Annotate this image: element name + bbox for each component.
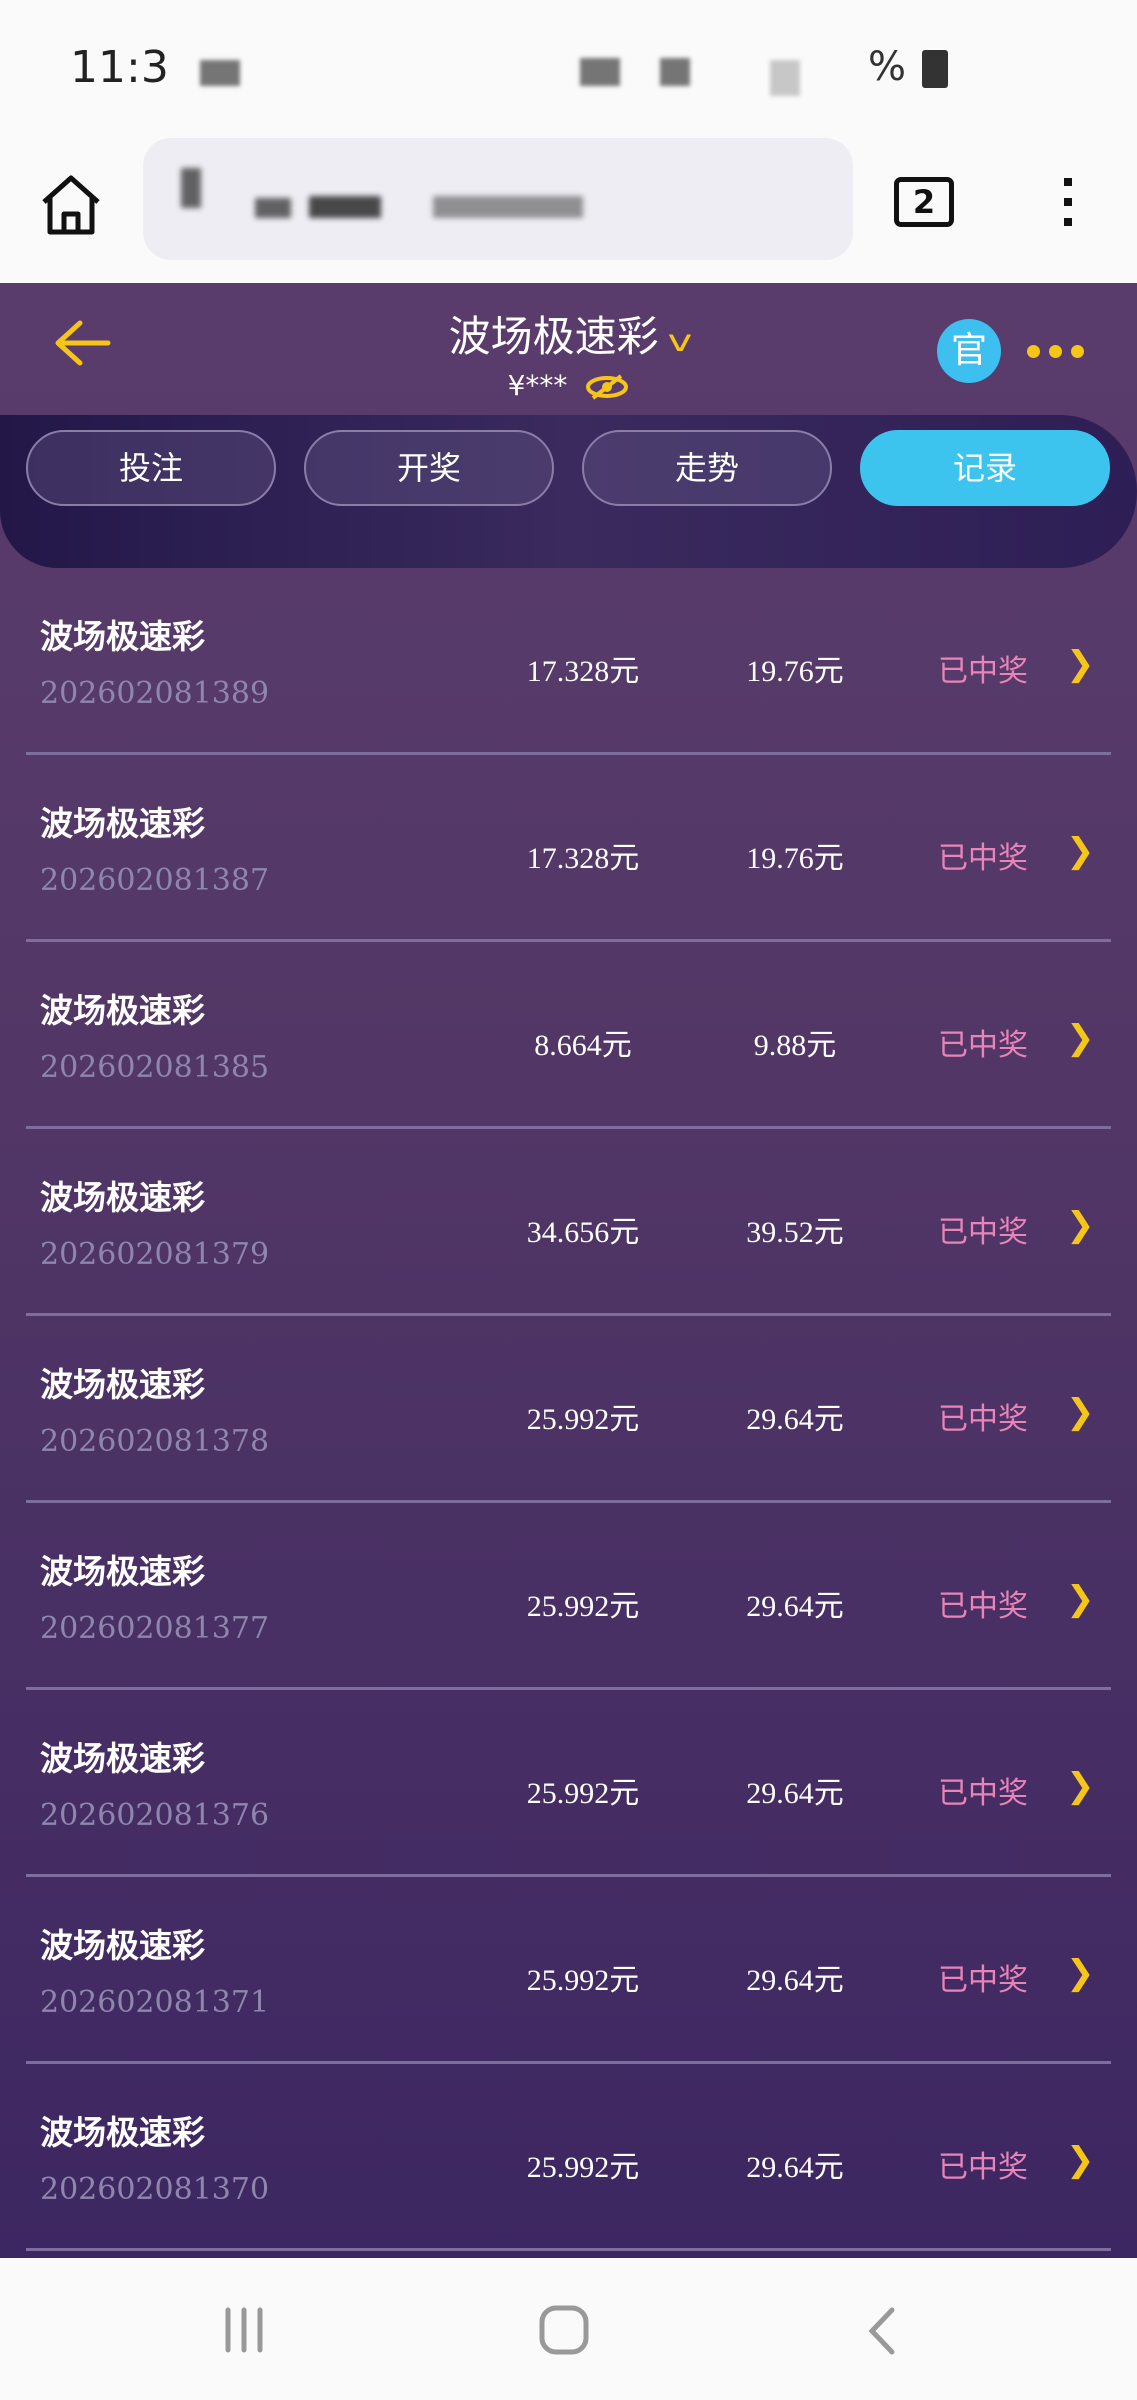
official-badge[interactable]: 官 [937,319,1001,383]
balance: ¥*** [0,369,1137,402]
record-row[interactable]: 波场极速彩 202602081387 17.328元 19.76元 已中奖 ❯ [0,755,1137,942]
record-row[interactable]: 波场极速彩 202602081389 17.328元 19.76元 已中奖 ❯ [0,568,1137,755]
bet-amount: 25.992元 [526,1777,640,1810]
lottery-name: 波场极速彩 [40,991,205,1030]
record-row[interactable]: 波场极速彩 202602081385 8.664元 9.88元 已中奖 ❯ [0,942,1137,1129]
issue-number: 202602081377 [40,1611,270,1646]
clock: 11:3 [70,42,169,93]
status-bar: 11:3 % [0,0,1137,130]
lottery-name: 波场极速彩 [40,1926,205,1965]
lottery-name: 波场极速彩 [40,2113,205,2152]
chevron-right-icon: ❯ [1066,1579,1095,1619]
tab-bar: 投注 开奖 走势 记录 [0,415,1137,568]
tab-bet[interactable]: 投注 [26,430,276,506]
lottery-name: 波场极速彩 [40,1365,205,1404]
redacted-icon [660,58,690,86]
tab-draw[interactable]: 开奖 [304,430,554,506]
issue-number: 202602081387 [40,863,270,898]
page-title: 波场极速彩 [448,312,659,361]
win-amount: 29.64元 [746,1403,844,1436]
chevron-right-icon: ❯ [1066,1392,1095,1432]
home-icon[interactable] [38,172,104,238]
bet-amount: 25.992元 [526,2151,640,2184]
lottery-selector[interactable]: 波场极速彩 v [0,303,1137,364]
bet-amount: 8.664元 [534,1029,632,1062]
lottery-name: 波场极速彩 [40,1178,205,1217]
system-nav-bar [0,2258,1137,2400]
win-amount: 39.52元 [746,1216,844,1249]
issue-number: 202602081379 [40,1237,270,1272]
record-row[interactable]: 波场极速彩 202602081377 25.992元 29.64元 已中奖 ❯ [0,1503,1137,1690]
tab-trend[interactable]: 走势 [582,430,832,506]
tab-records[interactable]: 记录 [860,430,1110,506]
record-row[interactable]: 波场极速彩 202602081376 25.992元 29.64元 已中奖 ❯ [0,1690,1137,1877]
balance-value: ¥*** [507,369,568,402]
redacted-icon [580,58,620,86]
bet-amount: 25.992元 [526,1403,640,1436]
win-amount: 19.76元 [746,655,844,688]
status-badge: 已中奖 [938,1963,1028,1998]
bet-amount: 34.656元 [526,1216,640,1249]
lottery-name: 波场极速彩 [40,617,205,656]
status-badge: 已中奖 [938,1776,1028,1811]
issue-number: 202602081371 [40,1985,270,2020]
status-badge: 已中奖 [938,1215,1028,1250]
win-amount: 19.76元 [746,842,844,875]
status-badge: 已中奖 [938,2150,1028,2185]
record-list: 波场极速彩 202602081389 17.328元 19.76元 已中奖 ❯ 波… [0,568,1137,2251]
back-arrow-icon[interactable] [52,313,112,373]
status-badge: 已中奖 [938,1402,1028,1437]
bet-amount: 17.328元 [526,842,640,875]
back-nav-icon[interactable] [862,2306,902,2356]
recent-apps-icon[interactable] [220,2306,270,2356]
app-container: 波场极速彩 v ¥*** 官 投注 开奖 走势 记录 波场极速彩 20260208… [0,283,1137,2258]
chevron-right-icon: ❯ [1066,831,1095,871]
lottery-name: 波场极速彩 [40,804,205,843]
win-amount: 9.88元 [753,1029,837,1062]
chevron-right-icon: ❯ [1066,644,1095,684]
bet-amount: 25.992元 [526,1964,640,1997]
win-amount: 29.64元 [746,2151,844,2184]
issue-number: 202602081385 [40,1050,270,1085]
chevron-down-icon: v [667,324,692,359]
record-row[interactable]: 波场极速彩 202602081371 25.992元 29.64元 已中奖 ❯ [0,1877,1137,2064]
address-bar[interactable] [143,138,853,260]
record-row[interactable]: 波场极速彩 202602081378 25.992元 29.64元 已中奖 ❯ [0,1316,1137,1503]
bet-amount: 17.328元 [526,655,640,688]
browser-toolbar: 2 [0,130,1137,283]
bet-amount: 25.992元 [526,1590,640,1623]
issue-number: 202602081389 [40,676,270,711]
chevron-right-icon: ❯ [1066,2140,1095,2180]
chevron-right-icon: ❯ [1066,1018,1095,1058]
battery-icon [922,50,948,88]
issue-number: 202602081376 [40,1798,270,1833]
issue-number: 202602081378 [40,1424,270,1459]
status-badge: 已中奖 [938,1589,1028,1624]
win-amount: 29.64元 [746,1964,844,1997]
chevron-right-icon: ❯ [1066,1953,1095,1993]
eye-hidden-icon[interactable] [585,372,629,402]
record-row[interactable]: 波场极速彩 202602081379 34.656元 39.52元 已中奖 ❯ [0,1129,1137,1316]
battery-percent: % [868,44,907,90]
redacted-icon [770,60,800,96]
win-amount: 29.64元 [746,1777,844,1810]
win-amount: 29.64元 [746,1590,844,1623]
chevron-right-icon: ❯ [1066,1205,1095,1245]
more-menu-icon[interactable] [1048,170,1088,240]
issue-number: 202602081370 [40,2172,270,2207]
chevron-right-icon: ❯ [1066,1766,1095,1806]
home-nav-icon[interactable] [538,2304,590,2356]
status-badge: 已中奖 [938,654,1028,689]
redacted-icon [200,60,240,86]
lottery-name: 波场极速彩 [40,1552,205,1591]
record-row[interactable]: 波场极速彩 202602081370 25.992元 29.64元 已中奖 ❯ [0,2064,1137,2251]
status-badge: 已中奖 [938,841,1028,876]
status-badge: 已中奖 [938,1028,1028,1063]
tab-count-button[interactable]: 2 [894,177,954,227]
lottery-name: 波场极速彩 [40,1739,205,1778]
more-options-icon[interactable] [1027,343,1093,362]
